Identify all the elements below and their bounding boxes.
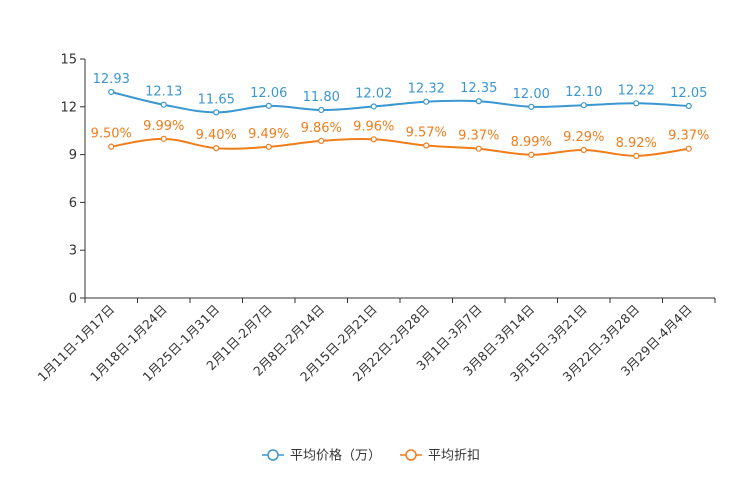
- data-point[interactable]: [475, 145, 482, 152]
- y-tick-label: 3: [69, 244, 77, 259]
- data-label: 12.10: [565, 85, 602, 100]
- data-label: 8.92%: [616, 136, 657, 151]
- data-label: 9.50%: [91, 127, 132, 142]
- data-label: 12.06: [250, 86, 287, 101]
- data-point[interactable]: [318, 106, 325, 114]
- data-label: 9.57%: [406, 126, 447, 141]
- y-tick-label: 9: [69, 148, 77, 163]
- data-point[interactable]: [370, 103, 377, 110]
- data-label: 9.99%: [143, 119, 184, 134]
- data-label: 9.37%: [668, 129, 709, 144]
- data-point[interactable]: [108, 88, 115, 96]
- legend-label[interactable]: 平均折扣: [428, 449, 480, 464]
- data-label: 9.37%: [458, 129, 499, 144]
- data-point[interactable]: [370, 136, 377, 143]
- data-label: 9.49%: [248, 127, 289, 142]
- data-point[interactable]: [528, 103, 535, 110]
- data-point[interactable]: [528, 151, 535, 158]
- data-point[interactable]: [685, 102, 692, 110]
- y-tick-label: 0: [69, 292, 77, 307]
- data-point[interactable]: [265, 102, 272, 109]
- data-point[interactable]: [108, 143, 115, 150]
- data-point[interactable]: [633, 100, 640, 107]
- legend-marker-icon: [405, 449, 417, 461]
- data-label: 8.99%: [511, 135, 552, 150]
- legend-label[interactable]: 平均价格（万）: [290, 448, 381, 464]
- data-label: 11.65: [198, 92, 235, 107]
- data-point[interactable]: [213, 145, 220, 152]
- series-line-1: [111, 91, 689, 114]
- data-label: 11.80: [303, 90, 340, 105]
- data-point[interactable]: [423, 98, 430, 105]
- data-point[interactable]: [160, 135, 167, 142]
- legend-marker-icon: [267, 449, 279, 461]
- data-label: 12.02: [355, 86, 392, 101]
- data-label: 12.13: [145, 85, 182, 100]
- data-label: 12.93: [93, 72, 130, 87]
- data-label: 12.05: [670, 86, 707, 101]
- data-point[interactable]: [633, 152, 640, 159]
- y-tick-label: 6: [69, 196, 77, 211]
- y-tick-label: 15: [60, 53, 77, 68]
- data-label: 9.96%: [353, 119, 394, 134]
- series-line-2: [111, 137, 689, 157]
- data-label: 12.35: [460, 81, 497, 96]
- data-label: 12.22: [618, 83, 655, 98]
- data-point[interactable]: [580, 146, 587, 154]
- data-label: 9.40%: [196, 128, 237, 143]
- data-point[interactable]: [213, 109, 220, 116]
- data-label: 9.29%: [563, 130, 604, 145]
- data-point[interactable]: [318, 137, 325, 144]
- data-point[interactable]: [685, 145, 692, 152]
- y-tick-label: 12: [60, 100, 77, 115]
- data-label: 9.86%: [301, 121, 342, 136]
- data-label: 12.32: [408, 82, 445, 97]
- data-point[interactable]: [423, 142, 430, 149]
- data-point[interactable]: [580, 102, 587, 109]
- data-label: 12.00: [513, 87, 550, 102]
- data-point[interactable]: [265, 143, 272, 150]
- data-point[interactable]: [475, 98, 482, 105]
- data-point[interactable]: [160, 101, 167, 108]
